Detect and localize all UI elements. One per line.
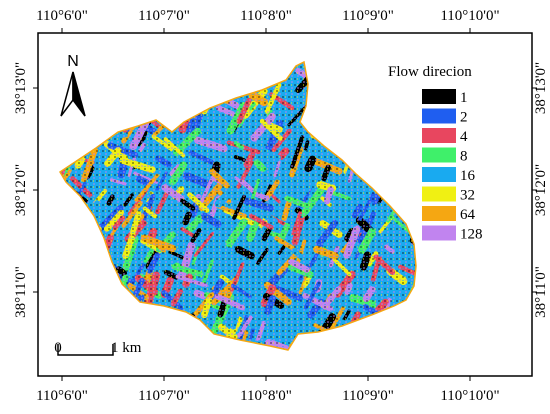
right-lat-label-3: 38°11'0" (533, 266, 549, 318)
north-arrow: N (60, 53, 86, 117)
legend-swatch-32 (422, 186, 456, 202)
north-label: N (67, 53, 79, 70)
legend-swatch-4 (422, 128, 456, 143)
legend-swatch-64 (422, 206, 456, 221)
scale-end-label: 1 km (111, 340, 142, 356)
legend-swatch-128 (422, 225, 456, 241)
legend-label-16: 16 (460, 168, 476, 184)
bottom-lon-label-1: 110°6'0" (36, 388, 88, 404)
top-lon-label-3: 110°8'0" (240, 8, 292, 24)
top-lon-label-1: 110°6'0" (36, 8, 88, 24)
legend-label-8: 8 (460, 149, 468, 165)
legend-swatch-1 (422, 89, 456, 104)
legend-label-4: 4 (460, 129, 468, 145)
frame-ticks (33, 28, 537, 381)
legend-label-2: 2 (460, 110, 468, 126)
scale-bar: 0 1 km (54, 340, 142, 356)
right-lat-label-2: 38°12'0" (533, 164, 549, 216)
legend-swatch-2 (422, 108, 456, 124)
left-lat-label-2: 38°12'0" (13, 164, 29, 216)
bottom-lon-label-4: 110°9'0" (342, 388, 394, 404)
right-lat-label-1: 38°13'0" (533, 62, 549, 114)
top-lon-label-5: 110°10'0" (440, 8, 499, 24)
left-lat-label-3: 38°11'0" (13, 266, 29, 318)
legend: Flow direcion 1 2 4 8 16 32 64 128 (388, 64, 483, 243)
legend-title: Flow direcion (388, 64, 472, 80)
legend-label-32: 32 (460, 188, 475, 204)
bottom-lon-label-5: 110°10'0" (440, 388, 499, 404)
bottom-lon-label-2: 110°7'0" (138, 388, 190, 404)
legend-label-1: 1 (460, 90, 468, 106)
top-lon-label-4: 110°9'0" (342, 8, 394, 24)
legend-swatch-8 (422, 147, 456, 163)
left-lat-label-1: 38°13'0" (13, 62, 29, 114)
scale-start-label: 0 (54, 340, 62, 356)
legend-label-128: 128 (460, 227, 483, 243)
top-lon-label-2: 110°7'0" (138, 8, 190, 24)
legend-label-64: 64 (460, 207, 476, 223)
bottom-lon-label-3: 110°8'0" (240, 388, 292, 404)
legend-swatch-16 (422, 167, 456, 182)
basin-outline (58, 60, 417, 351)
